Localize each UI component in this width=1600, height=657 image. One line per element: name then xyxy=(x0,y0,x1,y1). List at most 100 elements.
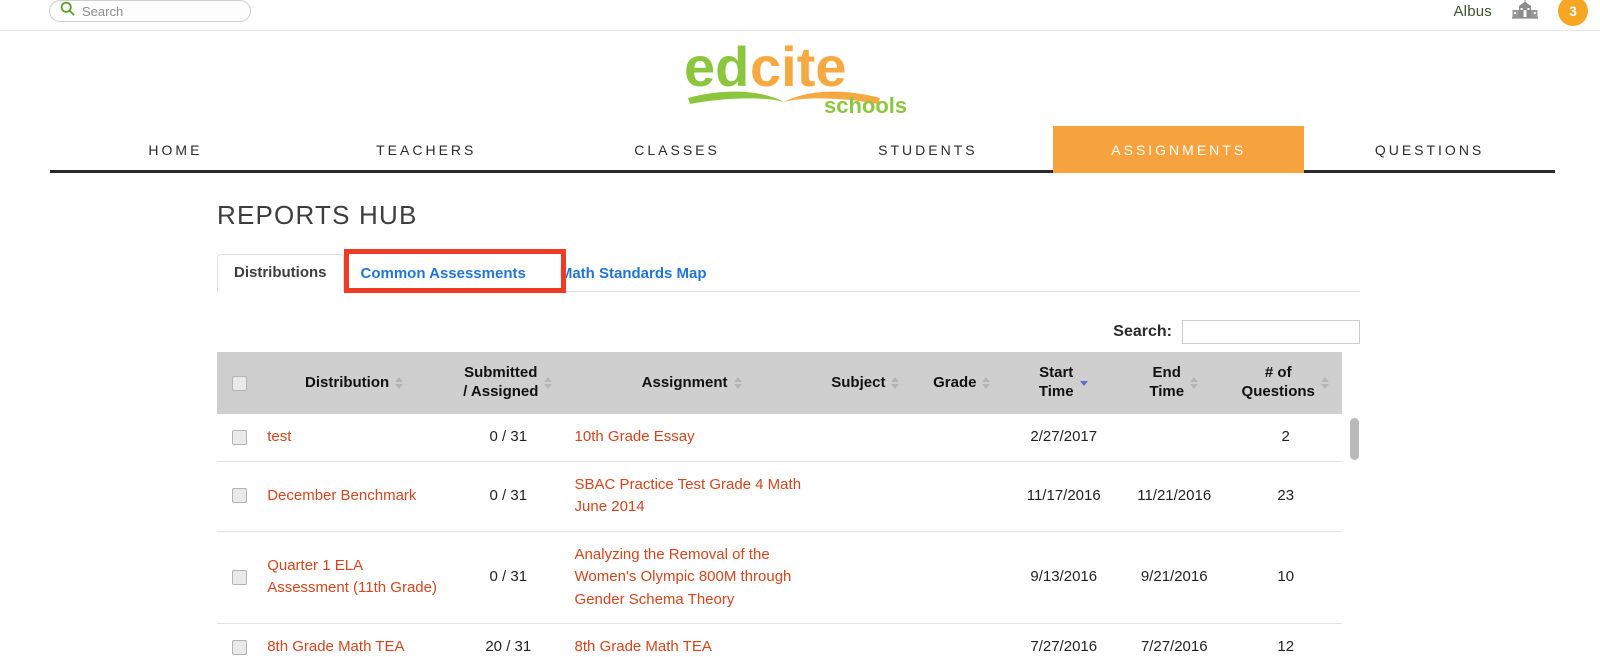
sort-arrows-icon[interactable] xyxy=(544,377,553,389)
nav-item-classes[interactable]: CLASSES xyxy=(552,126,803,173)
sort-arrows-icon[interactable] xyxy=(1320,377,1330,389)
notification-badge[interactable]: 3 xyxy=(1558,0,1588,26)
cell-assignment[interactable]: SBAC Practice Test Grade 4 Math June 201… xyxy=(568,461,816,532)
table-search-group: Search: xyxy=(1113,320,1360,344)
col-label: End Time xyxy=(1149,364,1184,402)
row-checkbox[interactable] xyxy=(231,639,247,655)
select-all-checkbox[interactable] xyxy=(231,376,247,392)
col-end-time[interactable]: End Time xyxy=(1118,352,1230,414)
assignment-link[interactable]: SBAC Practice Test Grade 4 Math June 201… xyxy=(574,475,802,516)
distribution-link[interactable]: December Benchmark xyxy=(267,486,417,504)
cell-assignment[interactable]: Analyzing the Removal of the Women's Oly… xyxy=(568,531,816,624)
nav-item-teachers[interactable]: TEACHERS xyxy=(301,126,552,173)
distribution-link[interactable]: Quarter 1 ELA Assessment (11th Grade) xyxy=(267,556,437,597)
row-checkbox-cell[interactable] xyxy=(217,623,262,657)
col-label: Subject xyxy=(831,373,886,391)
table-header-row: Distribution Submitted / Assigned xyxy=(217,352,1342,414)
col-label: Distribution xyxy=(305,373,390,391)
col-grade[interactable]: Grade xyxy=(916,352,1009,414)
reports-hub-tabs: Distributions Common Assessments Math St… xyxy=(217,249,1360,292)
distribution-link[interactable]: 8th Grade Math TEA xyxy=(267,638,405,655)
cell-end-time: 11/21/2016 xyxy=(1118,461,1230,532)
tab-label: Common Assessments xyxy=(360,265,526,282)
row-checkbox[interactable] xyxy=(231,429,247,445)
global-search-box[interactable] xyxy=(49,0,251,22)
nav-item-students[interactable]: STUDENTS xyxy=(802,126,1053,173)
col-label: # of Questions xyxy=(1242,364,1315,402)
search-input[interactable] xyxy=(82,3,232,19)
col-submitted-assigned[interactable]: Submitted / Assigned xyxy=(448,352,569,414)
assignment-link[interactable]: 8th Grade Math TEA xyxy=(574,638,712,655)
col-label-line2: Time xyxy=(1149,383,1185,400)
table-row[interactable]: Quarter 1 ELA Assessment (11th Grade) 0 … xyxy=(217,531,1342,624)
sort-arrows-icon[interactable] xyxy=(733,377,743,389)
sort-descending-icon[interactable] xyxy=(1079,380,1089,386)
sort-arrows-icon[interactable] xyxy=(395,377,404,389)
cell-num-questions: 23 xyxy=(1229,461,1342,532)
tab-label: Distributions xyxy=(234,264,327,281)
table-row[interactable]: December Benchmark 0 / 31 SBAC Practice … xyxy=(217,461,1342,532)
col-start-time[interactable]: Start Time xyxy=(1008,352,1119,414)
row-checkbox-cell[interactable] xyxy=(217,531,262,624)
col-label: Assignment xyxy=(641,373,728,391)
tab-common-assessments[interactable]: Common Assessments xyxy=(344,255,543,292)
row-checkbox-cell[interactable] xyxy=(217,461,262,532)
cell-subject xyxy=(815,531,917,624)
assignment-link[interactable]: Analyzing the Removal of the Women's Oly… xyxy=(574,545,792,608)
nav-item-home[interactable]: HOME xyxy=(50,126,301,173)
cell-distribution[interactable]: Quarter 1 ELA Assessment (11th Grade) xyxy=(261,531,449,624)
assignment-link[interactable]: 10th Grade Essay xyxy=(574,428,695,445)
logo-text-schools: schools xyxy=(824,93,907,116)
row-checkbox[interactable] xyxy=(231,569,247,585)
nav-item-assignments[interactable]: ASSIGNMENTS xyxy=(1053,126,1305,173)
cell-distribution[interactable]: 8th Grade Math TEA xyxy=(261,623,449,657)
cell-submitted-assigned: 0 / 31 xyxy=(448,531,569,624)
cell-start-time: 9/13/2016 xyxy=(1008,531,1119,624)
user-name-label[interactable]: Albus xyxy=(1453,2,1492,20)
logo-book-right xyxy=(784,91,880,104)
tab-math-standards-map[interactable]: Math Standards Map xyxy=(543,255,724,292)
cell-grade xyxy=(916,623,1009,657)
table-search-input[interactable] xyxy=(1182,320,1360,344)
cell-grade xyxy=(916,531,1009,624)
table-scrollbar-thumb[interactable] xyxy=(1350,418,1359,460)
cell-num-questions: 2 xyxy=(1229,414,1342,462)
col-subject[interactable]: Subject xyxy=(815,352,917,414)
sort-arrows-icon[interactable] xyxy=(891,377,900,389)
distributions-table-container[interactable]: Distribution Submitted / Assigned xyxy=(217,352,1360,657)
sort-arrows-icon[interactable] xyxy=(1190,377,1199,389)
cell-distribution[interactable]: test xyxy=(261,414,449,462)
table-body: test 0 / 31 10th Grade Essay 2/27/2017 2… xyxy=(217,414,1342,657)
cell-subject xyxy=(815,623,917,657)
row-checkbox-cell[interactable] xyxy=(217,414,262,462)
table-head: Distribution Submitted / Assigned xyxy=(217,352,1342,414)
cell-grade xyxy=(916,414,1009,462)
col-label-line2: Time xyxy=(1038,383,1074,400)
cell-assignment[interactable]: 8th Grade Math TEA xyxy=(568,623,816,657)
col-distribution[interactable]: Distribution xyxy=(261,352,449,414)
brand-logo[interactable]: ed cite schools xyxy=(0,38,1600,116)
col-label: Start Time xyxy=(1039,364,1074,402)
col-label-line2: / Assigned xyxy=(463,383,539,400)
table-row[interactable]: test 0 / 31 10th Grade Essay 2/27/2017 2 xyxy=(217,414,1342,462)
main-navigation: HOME TEACHERS CLASSES STUDENTS ASSIGNMEN… xyxy=(50,126,1555,173)
nav-item-questions[interactable]: QUESTIONS xyxy=(1304,126,1555,173)
row-checkbox[interactable] xyxy=(231,488,247,504)
edcite-schools-logo: ed cite schools xyxy=(684,38,907,116)
logo-text-cite: cite xyxy=(750,38,847,98)
cell-submitted-assigned: 0 / 31 xyxy=(448,461,569,532)
cell-distribution[interactable]: December Benchmark xyxy=(261,461,449,532)
school-building-icon[interactable] xyxy=(1512,0,1538,25)
col-assignment[interactable]: Assignment xyxy=(568,352,816,414)
distribution-link[interactable]: test xyxy=(267,428,292,445)
tab-distributions[interactable]: Distributions xyxy=(217,254,344,292)
col-select-all[interactable] xyxy=(217,352,262,414)
col-label-line1: End xyxy=(1152,364,1181,382)
col-num-questions[interactable]: # of Questions xyxy=(1229,352,1342,414)
cell-assignment[interactable]: 10th Grade Essay xyxy=(568,414,816,462)
cell-grade xyxy=(916,461,1009,532)
table-scrollbar-track[interactable] xyxy=(1347,414,1360,657)
sort-arrows-icon[interactable] xyxy=(982,377,991,389)
nav-label: ASSIGNMENTS xyxy=(1111,141,1247,158)
table-row[interactable]: 8th Grade Math TEA 20 / 31 8th Grade Mat… xyxy=(217,623,1342,657)
